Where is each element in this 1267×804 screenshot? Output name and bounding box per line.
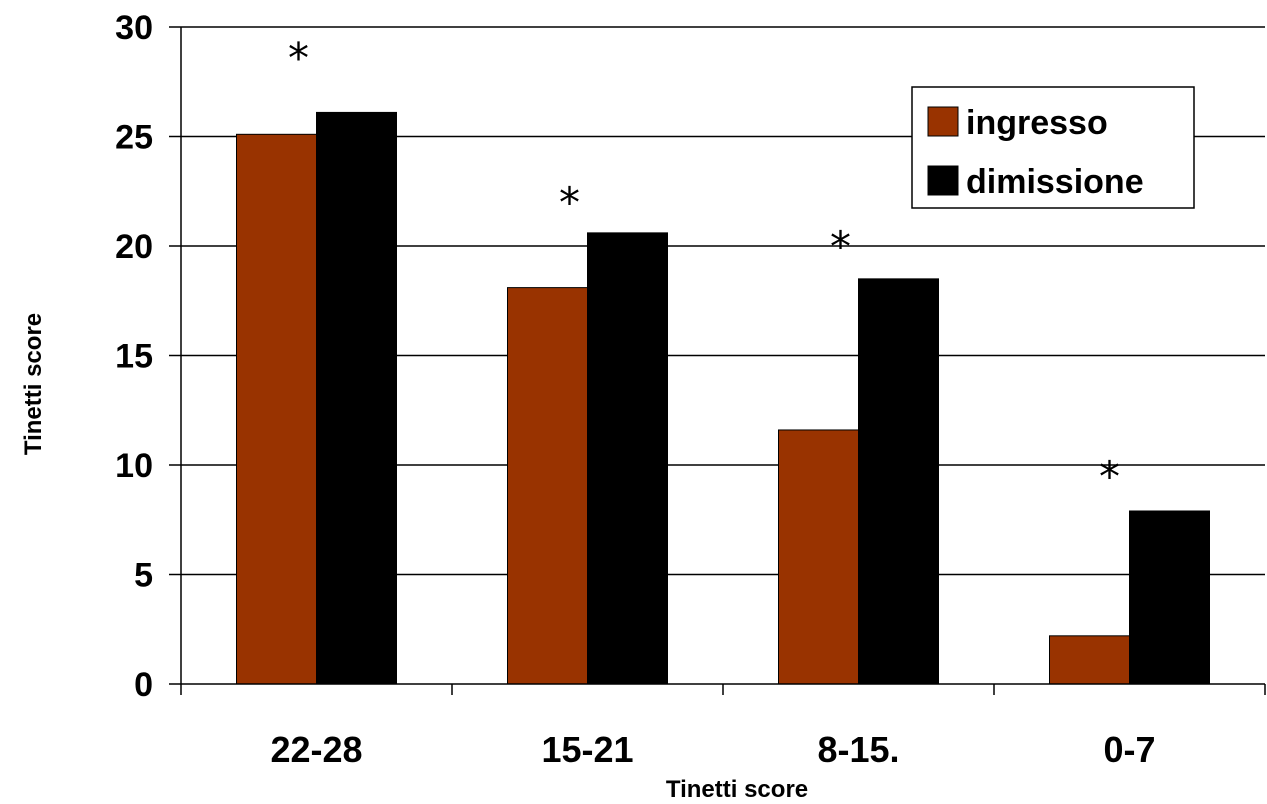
y-tick-label: 15 (115, 338, 153, 376)
bars (236, 111, 1210, 685)
y-tick-labels: 0 5 10 15 20 25 30 (115, 9, 153, 704)
asterisk: * (1099, 452, 1120, 501)
asterisk: * (288, 33, 309, 82)
x-axis-title: Tinetti score (666, 776, 808, 803)
legend-swatch-dimissione (927, 165, 959, 196)
x-tick-label: 15-21 (541, 729, 633, 770)
bar-ingresso-2 (507, 287, 588, 685)
legend-label-dimissione: dimissione (966, 163, 1144, 201)
y-axis-title: Tinetti score (20, 313, 47, 455)
y-tick-label: 10 (115, 447, 153, 485)
x-tick-label: 0-7 (1103, 729, 1155, 770)
legend-box (911, 86, 1195, 209)
asterisk: * (559, 178, 580, 227)
axes (169, 26, 1266, 695)
x-tick-labels: 22-28 15-21 8-15. 0-7 (270, 729, 1155, 770)
legend: ingresso dimissione (911, 86, 1195, 209)
y-tick-label: 20 (115, 228, 153, 266)
bar-ingresso-3 (778, 429, 859, 685)
y-tick-label: 5 (134, 557, 153, 595)
bar-dimissione-3 (858, 278, 939, 685)
x-tick-label: 22-28 (270, 729, 362, 770)
legend-label-ingresso: ingresso (966, 104, 1108, 142)
y-tick-label: 30 (115, 9, 153, 47)
bar-dimissione-4 (1129, 510, 1210, 685)
legend-swatch-ingresso (927, 106, 959, 137)
bar-dimissione-2 (587, 232, 668, 685)
asterisk: * (830, 222, 851, 271)
x-tick-label: 8-15. (817, 729, 899, 770)
bar-dimissione-1 (316, 111, 397, 685)
significance-asterisks: * * * * (288, 33, 1120, 501)
bar-ingresso-1 (236, 133, 317, 685)
y-tick-label: 0 (134, 666, 153, 704)
y-tick-label: 25 (115, 119, 153, 157)
bar-ingresso-4 (1049, 635, 1130, 685)
